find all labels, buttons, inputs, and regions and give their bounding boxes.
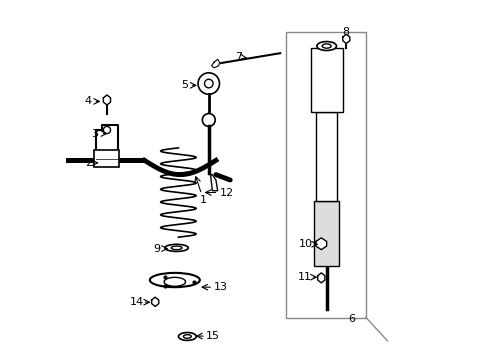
Ellipse shape	[164, 277, 185, 286]
Text: 1: 1	[200, 195, 206, 204]
Text: 7: 7	[235, 52, 242, 62]
Ellipse shape	[316, 41, 336, 50]
Text: 5: 5	[181, 80, 187, 90]
Bar	[94, 150, 119, 167]
Text: 2: 2	[85, 158, 93, 168]
Text: 4: 4	[84, 96, 91, 107]
Bar	[285, 32, 365, 318]
Circle shape	[198, 73, 219, 94]
Bar	[310, 48, 342, 112]
Text: 13: 13	[214, 282, 228, 292]
Text: 3: 3	[91, 129, 99, 139]
Text: 10: 10	[299, 239, 313, 249]
Polygon shape	[315, 238, 326, 249]
Text: 11: 11	[298, 272, 312, 282]
Text: 15: 15	[205, 331, 220, 341]
Ellipse shape	[178, 333, 196, 341]
Ellipse shape	[183, 335, 191, 338]
Text: 12: 12	[220, 188, 234, 198]
Polygon shape	[210, 175, 217, 191]
Ellipse shape	[164, 244, 188, 251]
Polygon shape	[151, 297, 159, 306]
Polygon shape	[342, 34, 349, 44]
Bar	[313, 202, 339, 266]
Ellipse shape	[149, 273, 200, 287]
Polygon shape	[211, 59, 219, 68]
Text: 9: 9	[153, 244, 160, 253]
Circle shape	[204, 79, 213, 88]
Text: 8: 8	[342, 27, 349, 37]
Text: 14: 14	[129, 297, 143, 307]
Bar	[315, 112, 337, 202]
Circle shape	[103, 126, 110, 134]
Polygon shape	[103, 95, 110, 105]
Ellipse shape	[322, 44, 330, 48]
Circle shape	[202, 113, 215, 126]
Polygon shape	[317, 273, 324, 283]
Text: 6: 6	[347, 314, 354, 324]
Ellipse shape	[171, 246, 182, 249]
